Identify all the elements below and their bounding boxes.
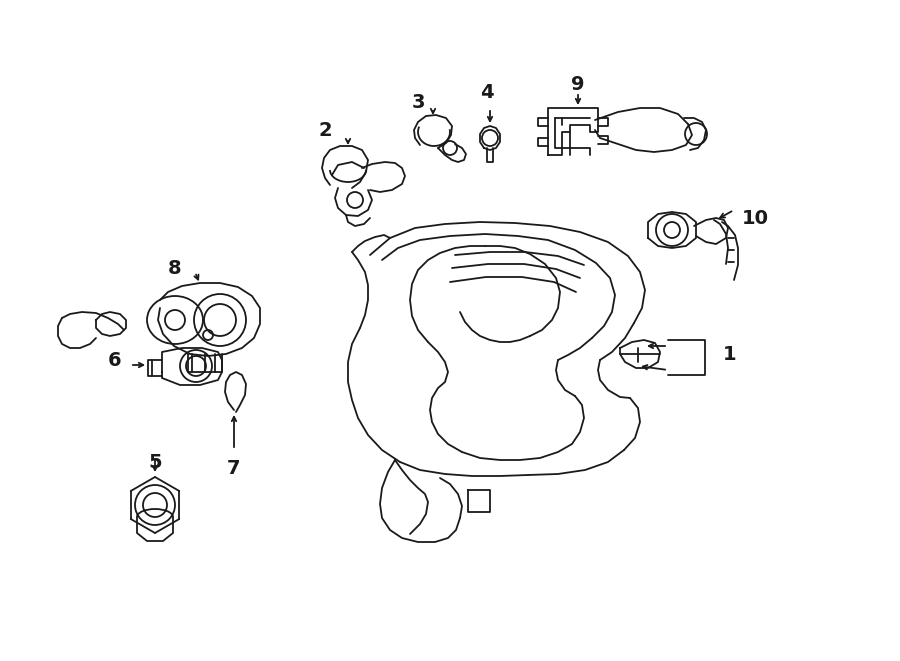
Text: 6: 6 (108, 350, 122, 369)
Text: 4: 4 (481, 83, 494, 102)
Text: 2: 2 (319, 120, 332, 139)
Text: 8: 8 (168, 258, 182, 278)
Text: 7: 7 (227, 459, 241, 477)
Text: 10: 10 (742, 208, 769, 227)
Text: 3: 3 (411, 93, 425, 112)
Text: 9: 9 (572, 75, 585, 95)
Text: 1: 1 (724, 346, 737, 364)
Text: 5: 5 (148, 453, 162, 471)
